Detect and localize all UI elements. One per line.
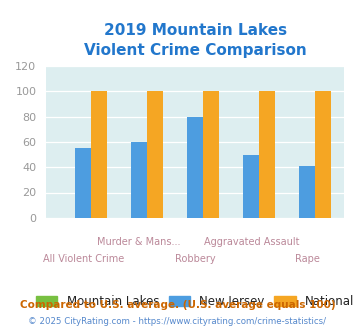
Text: Compared to U.S. average. (U.S. average equals 100): Compared to U.S. average. (U.S. average … [20, 300, 335, 310]
Bar [259, 91, 275, 218]
Bar [75, 148, 91, 218]
Bar [315, 91, 331, 218]
Bar [147, 91, 163, 218]
Bar [131, 142, 147, 218]
Text: All Violent Crime: All Violent Crime [43, 254, 124, 264]
Text: Robbery: Robbery [175, 254, 215, 264]
Text: Murder & Mans...: Murder & Mans... [98, 237, 181, 247]
Legend: Mountain Lakes, New Jersey, National: Mountain Lakes, New Jersey, National [31, 290, 355, 313]
Text: Rape: Rape [295, 254, 320, 264]
Bar [244, 154, 259, 218]
Title: 2019 Mountain Lakes
Violent Crime Comparison: 2019 Mountain Lakes Violent Crime Compar… [84, 23, 307, 58]
Bar [91, 91, 107, 218]
Text: Aggravated Assault: Aggravated Assault [203, 237, 299, 247]
Bar [187, 116, 203, 218]
Text: © 2025 CityRating.com - https://www.cityrating.com/crime-statistics/: © 2025 CityRating.com - https://www.city… [28, 317, 327, 326]
Bar [299, 166, 315, 218]
Bar [203, 91, 219, 218]
